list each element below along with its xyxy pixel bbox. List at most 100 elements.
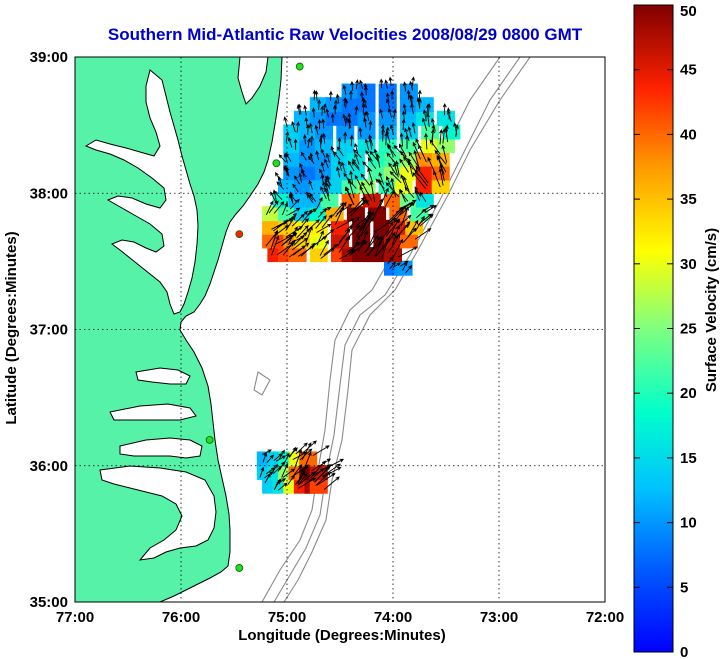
- velocity-arrow: [291, 121, 296, 133]
- velocity-cell: [383, 247, 403, 263]
- velocity-cell: [315, 165, 334, 181]
- lon-tick-label: 76:00: [162, 609, 200, 626]
- velocity-arrow: [388, 162, 397, 176]
- velocity-cell: [293, 110, 312, 126]
- velocity-arrow: [347, 160, 355, 172]
- velocity-arrow: [362, 161, 373, 172]
- velocity-arrow: [368, 120, 373, 131]
- velocity-arrow: [392, 238, 403, 259]
- velocity-arrow: [272, 189, 277, 202]
- velocity-arrow: [282, 239, 296, 256]
- velocity-cell: [330, 219, 350, 235]
- velocity-arrow: [316, 196, 323, 209]
- velocity-arrow: [358, 127, 363, 138]
- velocity-arrow: [367, 236, 381, 256]
- velocity-arrow: [335, 93, 340, 104]
- velocity-arrow: [393, 144, 405, 157]
- velocity-cell: [415, 110, 434, 126]
- velocity-arrow: [283, 213, 298, 226]
- velocity-arrow: [441, 144, 448, 163]
- colorbar-tick-label: 0: [680, 644, 688, 659]
- velocity-arrow: [399, 260, 409, 267]
- velocity-arrow: [431, 117, 436, 132]
- velocity-arrow: [345, 186, 355, 205]
- velocity-arrow: [415, 165, 429, 184]
- velocity-arrow: [379, 108, 384, 119]
- radar-station-marker: [235, 230, 244, 239]
- velocity-cell: [309, 110, 328, 126]
- velocity-arrow: [364, 138, 370, 151]
- velocity-arrow: [347, 112, 352, 123]
- velocity-arrow: [316, 230, 324, 246]
- lat-tick-label: 39:00: [30, 49, 68, 66]
- velocity-cell: [378, 110, 397, 126]
- velocity-arrow: [288, 226, 298, 244]
- velocity-arrow: [446, 107, 451, 120]
- velocity-arrow: [419, 213, 434, 227]
- colorbar-tick-label: 50: [680, 3, 697, 20]
- velocity-arrow: [341, 161, 346, 173]
- velocity-arrow: [324, 458, 345, 470]
- lat-tick-label: 37:00: [30, 322, 68, 339]
- velocity-arrow: [411, 122, 416, 134]
- velocity-arrow: [285, 166, 290, 177]
- velocity-arrow: [397, 246, 418, 258]
- velocity-cell: [309, 247, 328, 263]
- velocity-arrow: [299, 162, 304, 172]
- velocity-arrow: [292, 464, 303, 477]
- velocity-arrow: [321, 118, 326, 129]
- lat-tick-labels: 39:00 38:00 37:00 36:00 35:00: [30, 49, 68, 611]
- velocity-arrow: [307, 155, 315, 164]
- velocity-arrow: [392, 108, 397, 119]
- velocity-arrow: [337, 137, 342, 149]
- velocity-arrow: [350, 234, 361, 256]
- velocity-arrow: [385, 92, 390, 102]
- velocity-arrow: [418, 144, 427, 163]
- velocity-arrow: [312, 89, 317, 101]
- velocity-arrow: [344, 98, 349, 109]
- velocity-arrow: [389, 170, 402, 184]
- velocity-arrow: [266, 454, 274, 464]
- velocity-arrow: [438, 167, 444, 186]
- velocity-arrow: [273, 479, 281, 491]
- velocity-cell: [368, 165, 387, 181]
- radar-stations: [205, 62, 304, 572]
- velocity-cell: [346, 165, 365, 181]
- velocity-arrow: [414, 228, 432, 240]
- velocity-cell: [415, 178, 434, 194]
- velocity-arrow: [386, 175, 392, 189]
- velocity-arrow: [409, 80, 414, 91]
- velocity-arrow: [421, 204, 435, 212]
- velocity-arrow: [412, 172, 426, 189]
- velocity-arrow: [408, 151, 421, 170]
- lat-tick-label: 36:00: [30, 458, 68, 475]
- velocity-arrow: [277, 461, 285, 472]
- velocity-arrow: [322, 180, 326, 192]
- velocity-arrow: [275, 478, 287, 486]
- velocity-arrow: [436, 155, 445, 175]
- velocity-arrow: [398, 189, 409, 202]
- velocity-arrow: [317, 99, 322, 111]
- velocity-cell: [436, 110, 456, 126]
- velocity-arrow: [453, 122, 458, 135]
- map-title: Southern Mid-Atlantic Raw Velocities 200…: [108, 25, 583, 44]
- lon-tick-label: 73:00: [480, 609, 518, 626]
- velocity-arrow: [354, 142, 359, 155]
- velocity-arrow: [350, 80, 355, 92]
- velocity-arrow: [354, 174, 363, 189]
- velocity-arrows: [259, 76, 459, 491]
- velocity-arrow: [367, 167, 373, 183]
- radar-station-marker: [272, 159, 281, 168]
- velocity-arrow: [380, 221, 394, 242]
- velocity-arrow: [424, 132, 428, 150]
- colorbar-tick-label: 15: [680, 450, 697, 467]
- velocity-arrow: [289, 191, 294, 203]
- velocity-arrow: [414, 189, 421, 201]
- velocity-arrow: [422, 109, 427, 122]
- velocity-arrow: [401, 118, 406, 131]
- velocity-arrow: [402, 103, 407, 115]
- velocity-arrow: [414, 215, 425, 232]
- plot-frame: [74, 56, 606, 603]
- velocity-arrow: [276, 455, 287, 462]
- velocity-arrow: [392, 262, 401, 268]
